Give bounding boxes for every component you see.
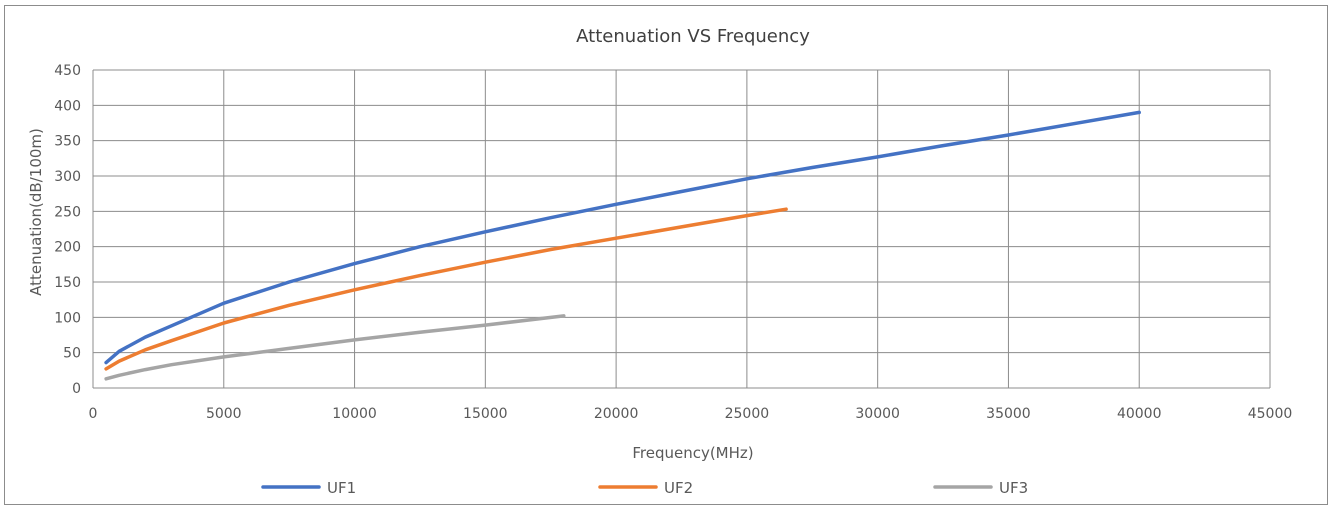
y-tick-label: 450 (54, 63, 81, 79)
x-tick-label: 40000 (1117, 406, 1162, 422)
y-axis-title: Attenuation(dB/100m) (27, 128, 45, 296)
y-tick-label: 50 (63, 346, 81, 362)
tick-layer: 0 50 100 150 200 250 300 350 400 450 0 5000 10000 150… (54, 63, 1292, 422)
series-layer (104, 110, 1141, 381)
x-tick-label: 45000 (1248, 406, 1293, 422)
chart-title: Attenuation VS Frequency (576, 26, 810, 47)
x-tick-label: 0 (89, 406, 98, 422)
y-tick-label: 300 (54, 169, 81, 185)
legend-item-uf1: UF1 (261, 479, 356, 497)
y-tick-label: 350 (54, 134, 81, 150)
x-axis-title: Frequency(MHz) (632, 444, 753, 462)
chart-svg: 0 50 100 150 200 250 300 350 400 450 0 5000 10000 150… (27, 26, 1292, 497)
legend: UF1 UF2 UF3 (261, 479, 1028, 497)
y-tick-label: 100 (54, 310, 81, 326)
x-tick-label: 15000 (463, 406, 508, 422)
legend-label: UF2 (664, 479, 693, 497)
y-tick-label: 150 (54, 275, 81, 291)
legend-label: UF3 (999, 479, 1028, 497)
legend-label: UF1 (327, 479, 356, 497)
x-tick-label: 25000 (725, 406, 770, 422)
x-tick-label: 35000 (986, 406, 1031, 422)
series-line-uf1 (104, 110, 1141, 365)
y-tick-label: 200 (54, 240, 81, 256)
series-line-uf3 (104, 314, 566, 381)
y-tick-label: 400 (54, 98, 81, 114)
y-tick-label: 250 (54, 204, 81, 220)
grid-layer (92, 69, 1271, 389)
x-tick-label: 20000 (594, 406, 639, 422)
y-tick-label: 0 (72, 381, 81, 397)
legend-item-uf2: UF2 (598, 479, 693, 497)
series-line-uf2 (104, 207, 788, 371)
x-tick-label: 5000 (206, 406, 242, 422)
chart-frame: 0 50 100 150 200 250 300 350 400 450 0 5000 10000 150… (4, 5, 1328, 505)
legend-item-uf3: UF3 (933, 479, 1028, 497)
x-tick-label: 30000 (855, 406, 900, 422)
x-tick-label: 10000 (332, 406, 377, 422)
